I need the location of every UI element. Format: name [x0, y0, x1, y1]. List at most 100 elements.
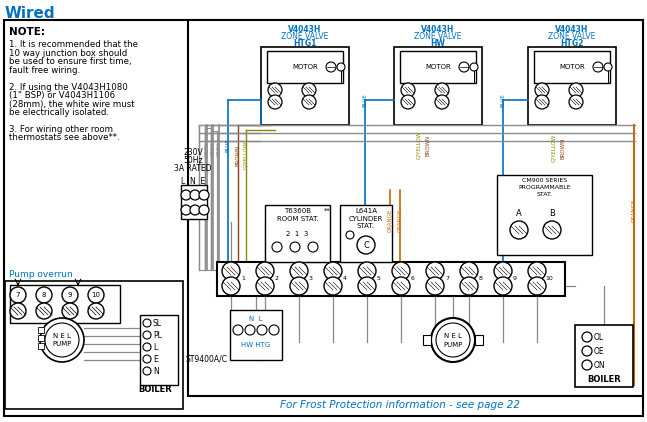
- Text: L641A: L641A: [355, 208, 377, 214]
- Bar: [534, 51, 610, 83]
- Circle shape: [302, 83, 316, 97]
- Text: CYLINDER: CYLINDER: [349, 216, 383, 222]
- Text: BOILER: BOILER: [138, 386, 172, 395]
- Circle shape: [268, 95, 282, 109]
- Text: N: N: [153, 366, 159, 376]
- Circle shape: [190, 205, 200, 215]
- Text: MOTOR: MOTOR: [425, 64, 451, 70]
- Circle shape: [392, 277, 410, 295]
- Text: PL: PL: [153, 330, 162, 340]
- Circle shape: [358, 277, 376, 295]
- Text: ZONE VALVE: ZONE VALVE: [548, 32, 596, 41]
- Circle shape: [326, 62, 336, 72]
- Circle shape: [460, 277, 478, 295]
- Circle shape: [268, 83, 282, 97]
- Circle shape: [290, 277, 308, 295]
- Bar: [38, 335, 44, 341]
- Circle shape: [302, 95, 316, 109]
- Circle shape: [143, 367, 151, 375]
- Text: ORANGE: ORANGE: [397, 208, 402, 232]
- Text: For Frost Protection information - see page 22: For Frost Protection information - see p…: [280, 400, 520, 410]
- Circle shape: [143, 343, 151, 351]
- Circle shape: [510, 221, 528, 239]
- Bar: [265, 205, 330, 262]
- Circle shape: [143, 331, 151, 339]
- Circle shape: [181, 190, 191, 200]
- Text: 50Hz: 50Hz: [183, 156, 203, 165]
- Circle shape: [535, 83, 549, 97]
- Bar: [188, 20, 643, 396]
- Circle shape: [494, 262, 512, 280]
- Circle shape: [436, 323, 470, 357]
- Bar: [475, 335, 483, 345]
- Text: NOTE:: NOTE:: [9, 27, 45, 37]
- Circle shape: [582, 360, 592, 370]
- Circle shape: [426, 262, 444, 280]
- Text: G/YELLOW: G/YELLOW: [243, 141, 248, 169]
- Text: L  N  E: L N E: [181, 177, 205, 186]
- Text: BLUE: BLUE: [362, 93, 367, 107]
- Text: BROWN: BROWN: [236, 144, 241, 165]
- Text: STAT.: STAT.: [357, 223, 375, 229]
- Bar: [217, 262, 565, 296]
- Text: MOTOR: MOTOR: [559, 64, 585, 70]
- Text: 2. If using the V4043H1080: 2. If using the V4043H1080: [9, 82, 127, 92]
- Text: fault free wiring.: fault free wiring.: [9, 65, 80, 75]
- Circle shape: [358, 262, 376, 280]
- Bar: [205, 128, 211, 270]
- Text: 8: 8: [42, 292, 46, 298]
- Text: be electrically isolated.: be electrically isolated.: [9, 108, 109, 117]
- Bar: [181, 185, 207, 219]
- Text: 3A RATED: 3A RATED: [174, 164, 212, 173]
- Text: V4043H: V4043H: [421, 25, 455, 34]
- Text: SL: SL: [153, 319, 162, 327]
- Circle shape: [88, 303, 104, 319]
- Circle shape: [272, 242, 282, 252]
- Text: 4: 4: [343, 276, 347, 281]
- Text: A: A: [516, 208, 522, 217]
- Text: PROGRAMMABLE: PROGRAMMABLE: [518, 185, 571, 190]
- Circle shape: [290, 262, 308, 280]
- Circle shape: [143, 319, 151, 327]
- Text: BOILER: BOILER: [587, 376, 621, 384]
- Circle shape: [10, 287, 26, 303]
- Circle shape: [199, 205, 209, 215]
- Bar: [230, 310, 282, 360]
- Text: N E L: N E L: [444, 333, 462, 339]
- Text: PUMP: PUMP: [443, 342, 463, 348]
- Circle shape: [199, 190, 209, 200]
- Text: ORANGE: ORANGE: [388, 208, 393, 232]
- Circle shape: [604, 63, 612, 71]
- Text: 3. For wiring other room: 3. For wiring other room: [9, 125, 113, 134]
- Circle shape: [190, 190, 200, 200]
- Circle shape: [582, 332, 592, 342]
- Text: 10: 10: [545, 276, 553, 281]
- Circle shape: [256, 262, 274, 280]
- Bar: [140, 315, 178, 385]
- Circle shape: [308, 242, 318, 252]
- Circle shape: [569, 83, 583, 97]
- Text: 10: 10: [91, 292, 100, 298]
- Circle shape: [222, 277, 240, 295]
- Circle shape: [88, 287, 104, 303]
- Circle shape: [62, 303, 78, 319]
- Text: N  L: N L: [249, 316, 263, 322]
- Text: 7: 7: [16, 292, 20, 298]
- Text: T6360B: T6360B: [284, 208, 311, 214]
- Bar: [497, 175, 592, 255]
- Text: Pump overrun: Pump overrun: [9, 270, 72, 279]
- Text: L: L: [153, 343, 157, 352]
- Text: 9: 9: [513, 276, 517, 281]
- Circle shape: [535, 95, 549, 109]
- Bar: [38, 327, 44, 333]
- Circle shape: [324, 277, 342, 295]
- Text: OL: OL: [594, 333, 604, 341]
- Text: G/YELLOW: G/YELLOW: [417, 131, 421, 159]
- Text: MOTOR: MOTOR: [292, 64, 318, 70]
- Circle shape: [459, 62, 469, 72]
- Circle shape: [401, 83, 415, 97]
- Text: CM900 SERIES: CM900 SERIES: [522, 178, 567, 183]
- Text: 230V: 230V: [183, 148, 203, 157]
- Bar: [5, 281, 183, 409]
- Circle shape: [569, 95, 583, 109]
